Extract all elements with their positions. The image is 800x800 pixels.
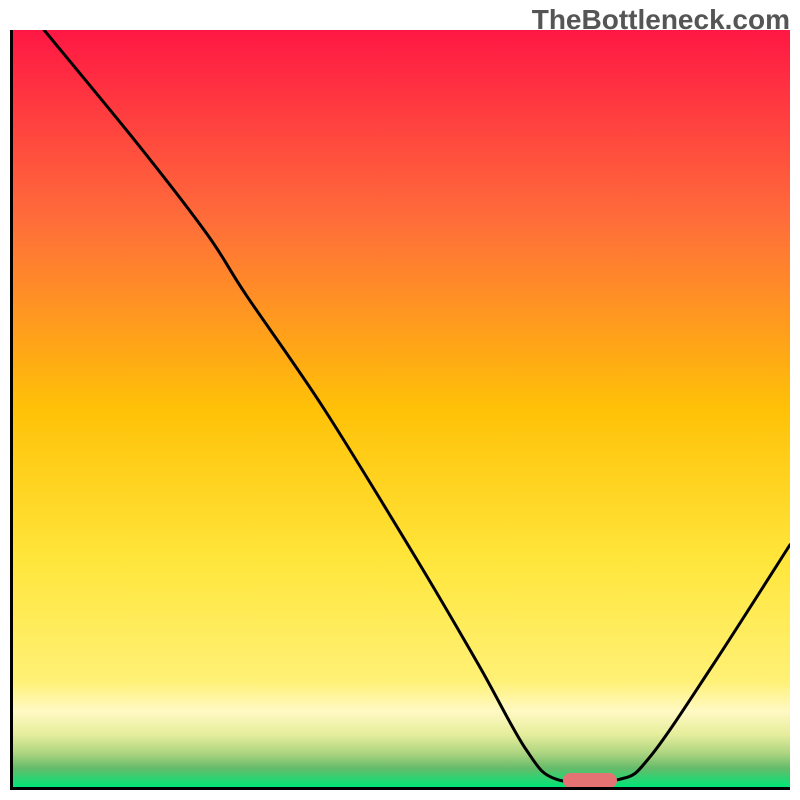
- curve-path: [44, 30, 790, 783]
- plot-area: [10, 30, 790, 790]
- optimal-range-marker: [563, 773, 618, 787]
- chart-container: TheBottleneck.com: [0, 0, 800, 800]
- watermark-text: TheBottleneck.com: [532, 4, 790, 36]
- bottleneck-curve: [13, 30, 790, 787]
- plot-inner: [13, 30, 790, 787]
